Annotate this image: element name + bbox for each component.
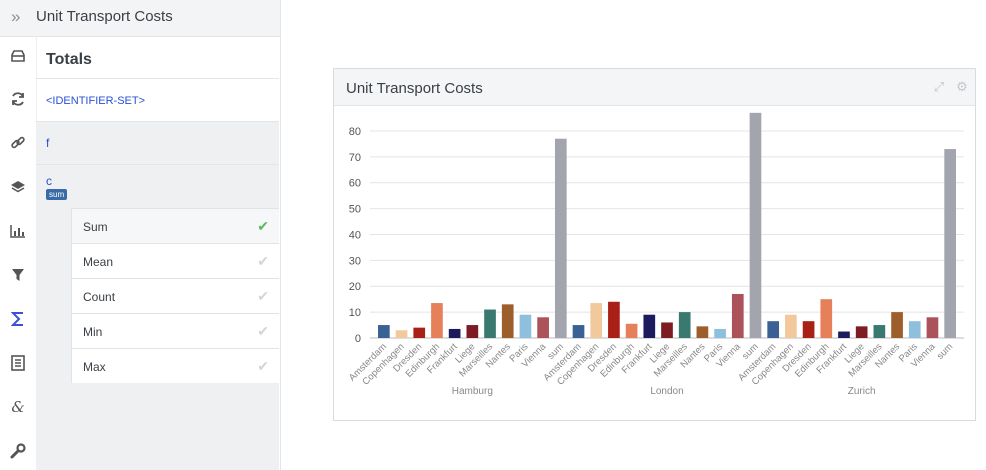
- bar: [944, 149, 956, 338]
- chart-icon[interactable]: [9, 222, 27, 240]
- y-tick-label: 0: [355, 333, 361, 345]
- aggregation-item-count[interactable]: Count ✔: [71, 278, 279, 313]
- bar: [519, 314, 532, 338]
- icon-rail: &: [0, 37, 37, 470]
- list-icon[interactable]: [9, 354, 27, 372]
- field-f-label[interactable]: f: [46, 136, 50, 150]
- bar: [714, 328, 726, 338]
- divider: [36, 164, 279, 165]
- bar: [873, 325, 886, 338]
- bar: [661, 322, 673, 338]
- aggregation-label: Max: [83, 360, 106, 374]
- aggregation-item-min[interactable]: Min ✔: [71, 313, 279, 348]
- bar: [820, 299, 833, 338]
- divider: [36, 78, 279, 79]
- layers-icon[interactable]: [9, 178, 27, 196]
- panel-title: Unit Transport Costs: [36, 8, 173, 25]
- database-icon[interactable]: [9, 47, 27, 65]
- filter-icon[interactable]: [9, 266, 27, 284]
- divider: [36, 121, 279, 122]
- aggregation-item-max[interactable]: Max ✔: [71, 348, 279, 383]
- bar: [395, 330, 408, 338]
- bar: [802, 321, 815, 338]
- bar: [643, 314, 656, 338]
- check-icon: ✔: [257, 358, 269, 374]
- check-icon: ✔: [257, 253, 269, 269]
- panel-header: » Unit Transport Costs: [0, 0, 280, 37]
- double-chevron-right-icon[interactable]: »: [11, 7, 21, 26]
- group-label: Zurich: [848, 386, 876, 397]
- chart-title: Unit Transport Costs: [346, 80, 483, 97]
- aggregation-label: Mean: [83, 255, 114, 269]
- bar: [413, 327, 426, 338]
- y-tick-label: 30: [349, 255, 361, 267]
- bar: [484, 309, 496, 338]
- check-icon: ✔: [257, 288, 269, 304]
- bar: [448, 328, 461, 338]
- aggregation-label: Sum: [83, 220, 108, 234]
- bar: [696, 326, 709, 338]
- chart-card-header: Unit Transport Costs ⤢ ⚙: [334, 69, 975, 106]
- y-tick-label: 80: [349, 126, 361, 138]
- sigma-icon[interactable]: [9, 310, 27, 328]
- bar: [767, 321, 780, 338]
- bar: [501, 304, 514, 338]
- totals-content: Totals <IDENTIFIER-SET> f c sum Sum ✔ Me…: [36, 37, 279, 470]
- expand-icon[interactable]: ⤢: [933, 79, 945, 94]
- aggregation-item-mean[interactable]: Mean ✔: [71, 243, 279, 278]
- bar: [678, 312, 691, 338]
- wrench-icon[interactable]: [9, 442, 27, 460]
- bar: [590, 303, 603, 338]
- bar: [838, 331, 850, 338]
- bar: [554, 138, 567, 338]
- y-tick-label: 20: [349, 281, 361, 293]
- identifier-set-link[interactable]: <IDENTIFIER-SET>: [46, 95, 146, 107]
- x-tick-label: sum: [935, 341, 956, 362]
- sum-badge: sum: [46, 189, 68, 200]
- bar: [378, 325, 390, 338]
- left-panel: » Unit Transport Costs &: [0, 0, 281, 470]
- field-f-section[interactable]: f: [36, 122, 279, 164]
- check-icon: ✔: [257, 323, 269, 339]
- aggregation-item-sum[interactable]: Sum ✔: [71, 208, 279, 243]
- bar: [749, 112, 762, 338]
- refresh-icon[interactable]: [9, 90, 27, 108]
- ampersand-icon[interactable]: &: [11, 398, 25, 416]
- bar: [431, 303, 443, 338]
- y-tick-label: 60: [349, 178, 361, 190]
- bar: [572, 325, 585, 338]
- bar: [785, 314, 797, 338]
- check-icon: ✔: [257, 218, 269, 234]
- aggregation-label: Min: [83, 325, 103, 339]
- group-label: London: [650, 386, 683, 397]
- chart-card: Unit Transport Costs ⤢ ⚙ 0 10 20 30 40 50 60 70…: [333, 68, 976, 421]
- bar: [908, 321, 921, 338]
- totals-title: Totals: [46, 51, 92, 68]
- y-tick-label: 40: [349, 229, 361, 241]
- link-icon[interactable]: [9, 134, 27, 152]
- bar: [625, 323, 638, 338]
- y-tick-label: 10: [349, 307, 361, 319]
- bar: [537, 317, 549, 338]
- aggregation-list: Sum ✔ Mean ✔ Count ✔ Min ✔ Max ✔: [71, 208, 279, 383]
- y-tick-label: 70: [349, 152, 361, 164]
- bar: [926, 317, 939, 338]
- gear-icon[interactable]: ⚙: [956, 79, 968, 94]
- field-c-section: c sum Sum ✔ Mean ✔ Count ✔ Min ✔: [36, 165, 279, 470]
- field-c-label[interactable]: c: [46, 174, 52, 188]
- bar: [855, 326, 868, 338]
- y-tick-label: 50: [349, 204, 361, 216]
- bar: [608, 301, 620, 338]
- bar: [466, 325, 479, 338]
- bar: [731, 294, 744, 338]
- aggregation-label: Count: [83, 290, 116, 304]
- bar-chart: 01020304050607080AmsterdamCopenhagenDres…: [347, 112, 964, 397]
- bar: [891, 312, 903, 338]
- group-label: Hamburg: [452, 386, 493, 397]
